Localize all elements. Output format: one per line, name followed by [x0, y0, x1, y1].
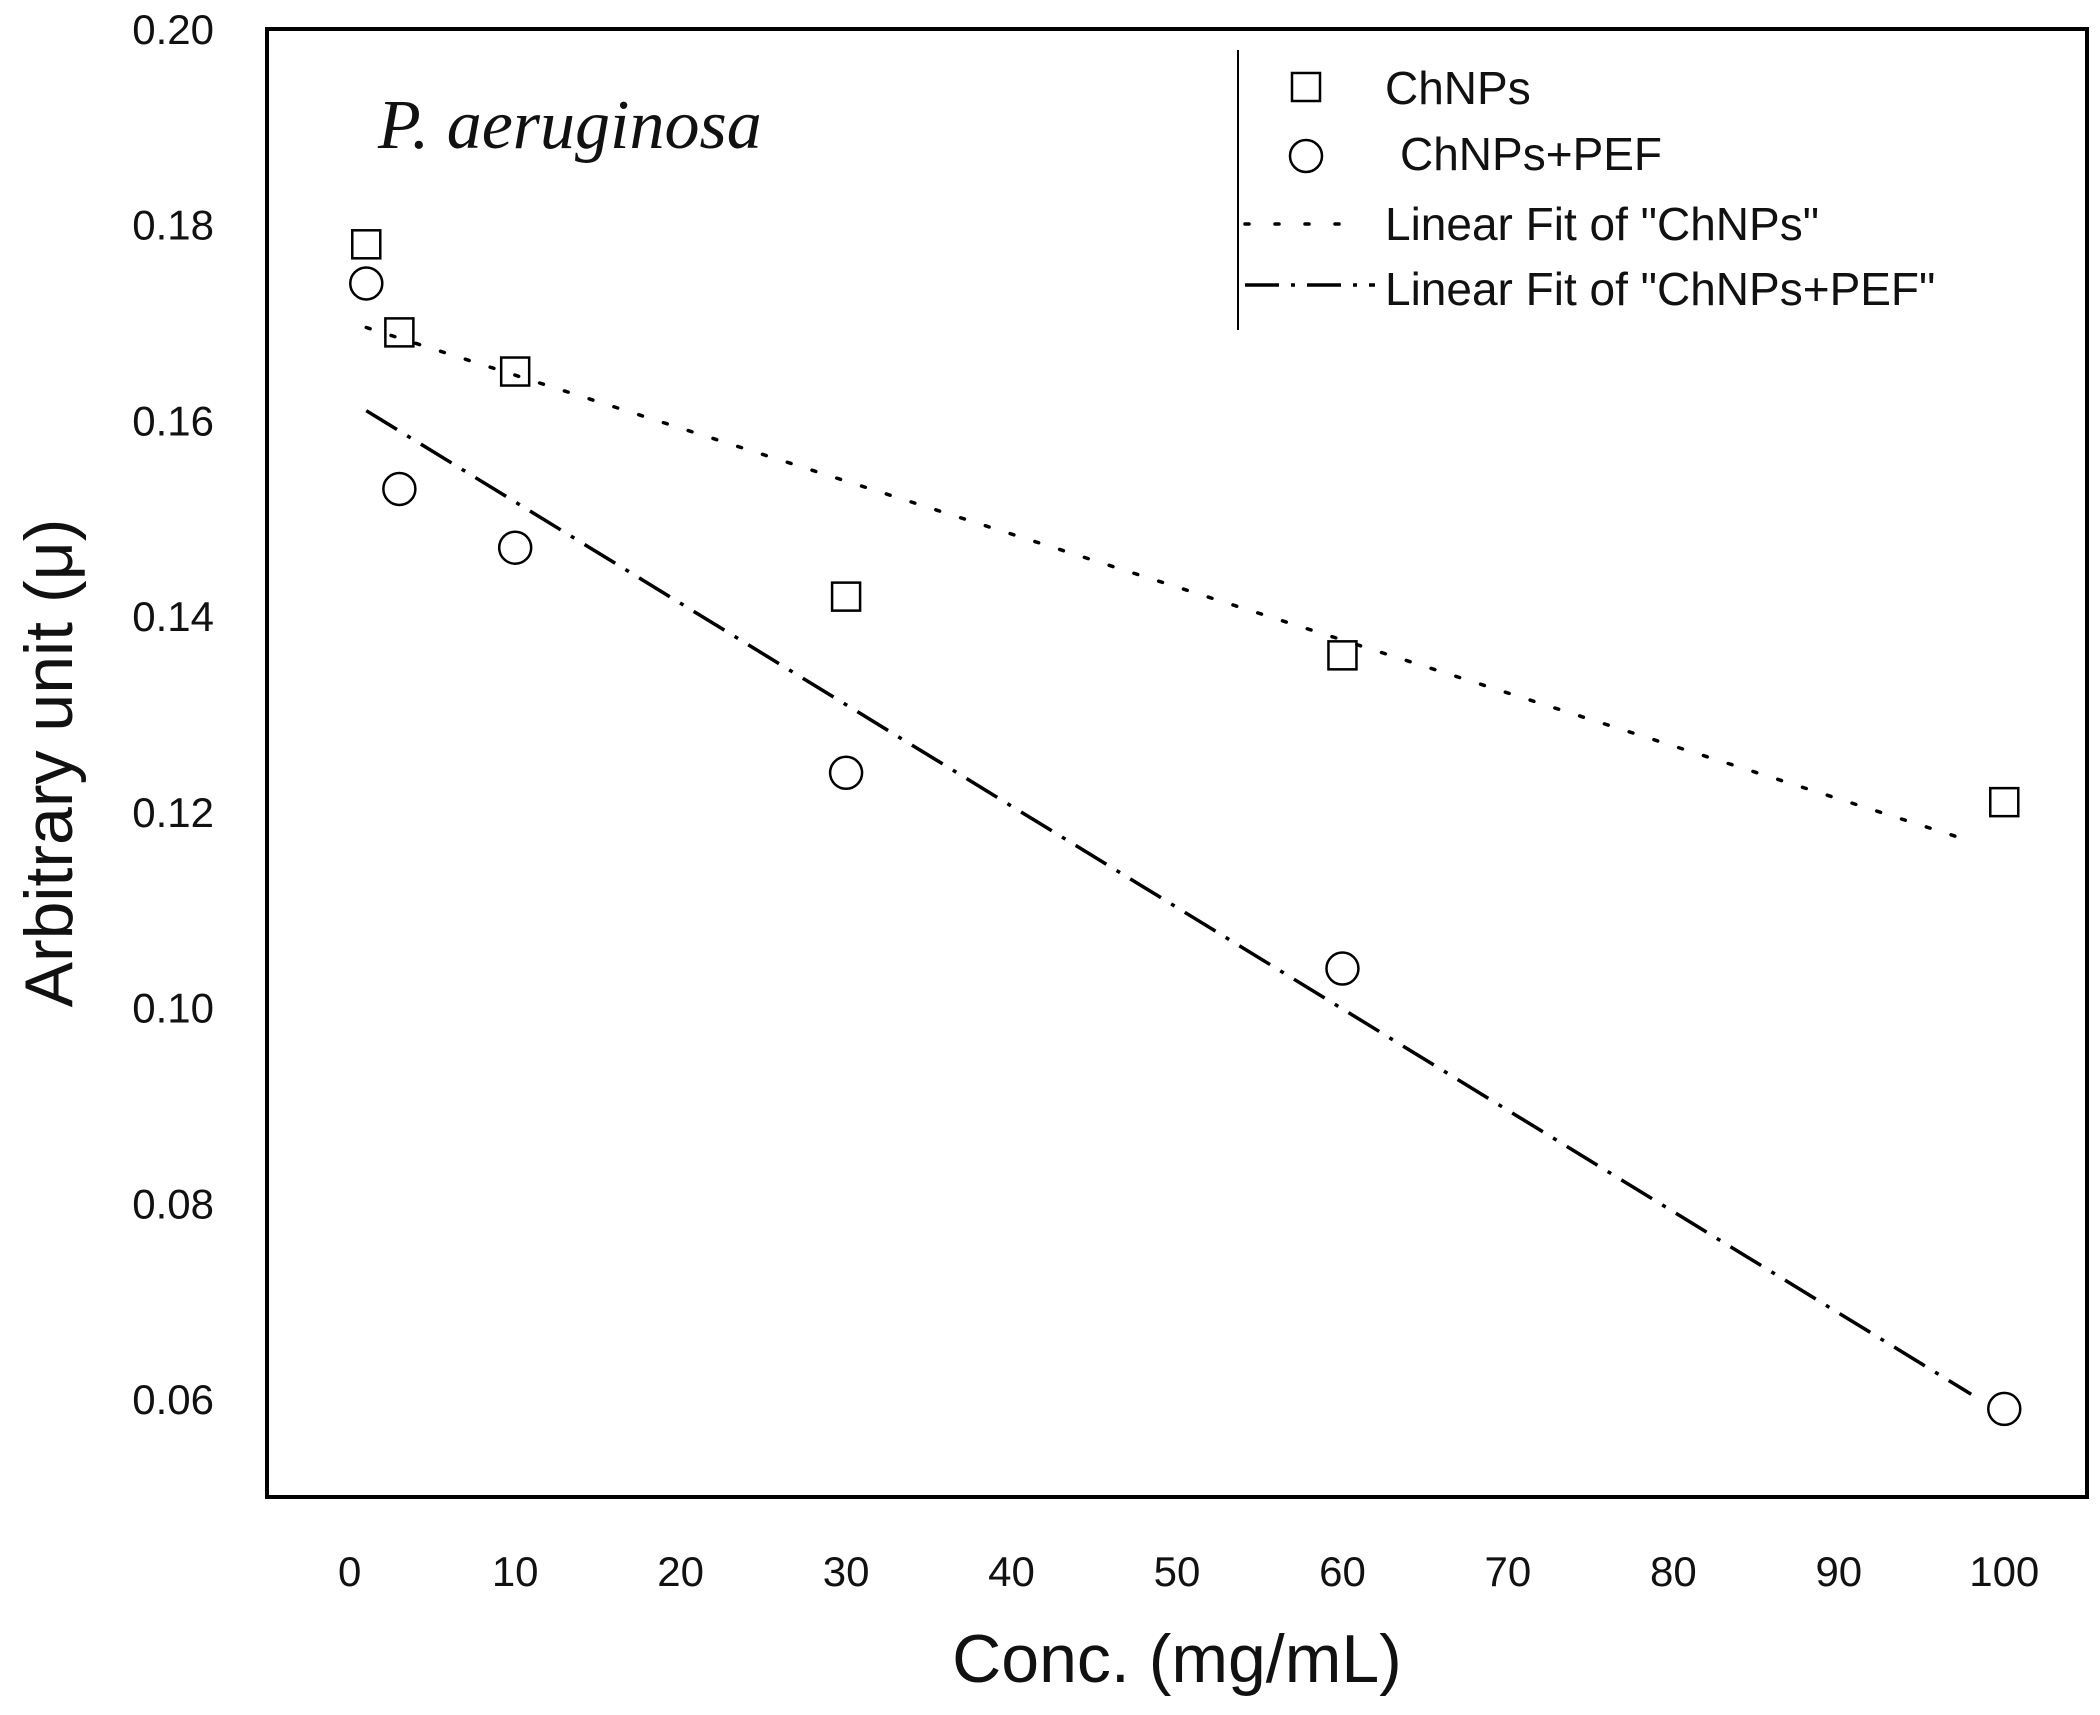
y-tick-label: 0.10	[132, 985, 214, 1032]
y-tick-label: 0.06	[132, 1376, 214, 1423]
y-tick-label: 0.16	[132, 397, 214, 444]
marker-chnps-pef	[497, 530, 533, 565]
x-tick-label: 30	[823, 1548, 870, 1595]
x-tick-label: 10	[492, 1548, 539, 1595]
y-axis-title: Arbitrary unit (μ)	[11, 519, 87, 1008]
x-tick-label: 70	[1485, 1548, 1532, 1595]
x-ticks: 0 10 20 30 40 50 60 70 80 90 100	[338, 1548, 2039, 1595]
y-ticks: 0.06 0.08 0.10 0.12 0.14 0.16 0.18 0.20	[132, 6, 214, 1423]
y-tick-label: 0.18	[132, 202, 214, 249]
legend-label-chnps-pef: ChNPs+PEF	[1400, 128, 1662, 180]
x-tick-label: 20	[657, 1548, 704, 1595]
legend-square-marker	[1290, 71, 1322, 103]
marker-chnps	[1327, 640, 1358, 671]
legend: ChNPs ChNPs+PEF Linear Fit of "ChNPs" Li…	[1237, 50, 2056, 330]
marker-chnps-pef	[382, 471, 417, 507]
x-tick-label: 90	[1815, 1548, 1862, 1595]
marker-chnps	[384, 317, 415, 348]
legend-label-fit-chnps: Linear Fit of "ChNPs"	[1385, 198, 1819, 250]
markers	[349, 229, 2022, 1427]
x-axis-title: Conc. (mg/mL)	[952, 1621, 1402, 1697]
fit-line-chnps	[364, 325, 1973, 844]
legend-label-chnps: ChNPs	[1385, 62, 1531, 114]
marker-chnps-pef	[1987, 1391, 2022, 1427]
y-tick-label: 0.08	[132, 1180, 214, 1227]
marker-chnps-pef	[828, 755, 864, 791]
x-tick-label: 60	[1319, 1548, 1366, 1595]
fit-lines	[364, 325, 1973, 1396]
marker-chnps-pef	[349, 266, 384, 301]
x-tick-label: 80	[1650, 1548, 1697, 1595]
fit-line-chnps-pef	[365, 409, 1973, 1396]
legend-circle-marker	[1288, 138, 1324, 174]
plot-frame	[265, 27, 2089, 1499]
marker-chnps-pef	[1325, 951, 1360, 986]
marker-chnps	[830, 581, 862, 612]
y-tick-label: 0.12	[132, 789, 214, 836]
x-tick-label: 40	[988, 1548, 1035, 1595]
marker-chnps	[351, 229, 382, 260]
y-tick-label: 0.20	[132, 6, 214, 53]
x-tick-label: 0	[338, 1548, 361, 1595]
species-annotation: P. aeruginosa	[377, 87, 762, 164]
marker-chnps	[1989, 786, 2020, 818]
y-tick-label: 0.14	[132, 593, 214, 640]
legend-label-fit-chnps-pef: Linear Fit of "ChNPs+PEF"	[1385, 263, 1935, 315]
marker-chnps	[499, 356, 531, 387]
x-tick-label: 100	[1969, 1548, 2039, 1595]
x-tick-label: 50	[1154, 1548, 1201, 1595]
